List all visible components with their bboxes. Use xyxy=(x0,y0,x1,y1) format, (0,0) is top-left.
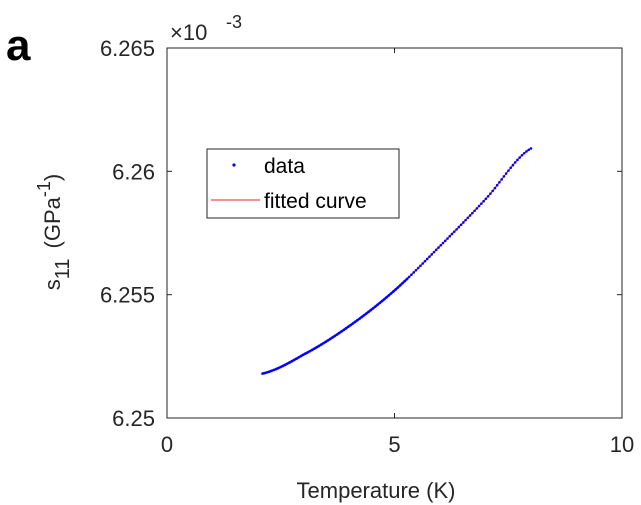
data-point xyxy=(491,189,494,193)
data-point xyxy=(473,209,476,213)
data-point xyxy=(522,151,526,155)
plot-area xyxy=(166,47,623,419)
x-tick-label: 0 xyxy=(161,432,173,457)
data-point xyxy=(489,192,492,195)
data-point xyxy=(468,214,472,217)
legend-data-marker xyxy=(232,163,236,167)
data-point xyxy=(425,257,429,261)
data-point xyxy=(484,197,488,201)
y-axis-label-sub: 11 xyxy=(52,258,74,279)
data-point xyxy=(428,255,431,258)
data-point xyxy=(419,264,422,268)
data-point xyxy=(412,271,415,274)
data-point xyxy=(446,237,449,240)
data-point xyxy=(457,225,461,229)
data-point xyxy=(475,207,479,210)
data-point xyxy=(509,166,512,170)
data-point xyxy=(421,262,425,265)
axis-ticks: 0 5 10 6.25 6.255 6.26 6.265 xyxy=(100,36,634,457)
data-point xyxy=(507,169,510,172)
data-point xyxy=(450,232,454,236)
data-point xyxy=(513,161,517,164)
data-point xyxy=(482,199,485,203)
data-point xyxy=(477,204,481,208)
data-point xyxy=(464,218,467,222)
legend-entry-fit: fitted curve xyxy=(264,190,367,213)
data-point xyxy=(416,266,420,270)
data-point xyxy=(502,175,506,178)
x-tick-label: 5 xyxy=(388,432,400,457)
data-point xyxy=(498,181,501,184)
legend-entry-data: data xyxy=(264,155,305,178)
data-point xyxy=(511,163,515,167)
data-dense-band xyxy=(262,277,409,375)
y-axis-label: s11 (GPa-1) xyxy=(34,174,74,290)
data-point xyxy=(432,250,436,254)
data-point xyxy=(459,223,463,227)
y-exponent-prefix: ×10 xyxy=(170,20,207,45)
data-point xyxy=(443,239,447,243)
data-point xyxy=(500,178,503,181)
data-point xyxy=(437,246,440,249)
data-point xyxy=(518,156,522,159)
data-point xyxy=(516,158,519,162)
y-tick-label: 6.265 xyxy=(100,36,155,61)
data-point xyxy=(441,241,445,245)
data-point xyxy=(453,230,456,233)
legend-box xyxy=(206,148,400,219)
data-point xyxy=(430,253,434,256)
data-point xyxy=(495,183,499,187)
data-point xyxy=(480,202,483,205)
data-point xyxy=(448,234,452,238)
data-point xyxy=(525,150,528,153)
data-point xyxy=(439,244,443,247)
y-axis-label-unit-sup: -1 xyxy=(34,181,54,197)
data-point xyxy=(493,186,497,190)
data-point xyxy=(486,194,490,198)
y-axis-label-base: s xyxy=(40,279,65,290)
data-point xyxy=(462,221,465,224)
y-tick-label: 6.255 xyxy=(100,283,155,308)
series-layer xyxy=(261,147,533,375)
y-axis-label-unit-close: ) xyxy=(40,174,65,181)
data-point xyxy=(529,147,533,150)
x-tick-label: 10 xyxy=(610,432,634,457)
data-point xyxy=(407,275,411,279)
y-tick-label: 6.25 xyxy=(112,406,155,431)
y-exponent-label: ×10 -3 xyxy=(170,12,242,45)
data-point xyxy=(423,259,427,263)
y-axis-label-unit-open: (GPa xyxy=(40,196,65,248)
legend: data fitted curve xyxy=(206,148,400,219)
y-tick-label: 6.26 xyxy=(112,159,155,184)
data-point xyxy=(434,248,438,252)
data-point xyxy=(471,211,474,215)
data-point xyxy=(504,172,508,175)
y-exponent-power: -3 xyxy=(226,12,242,32)
panel-label: a xyxy=(6,21,31,70)
data-point xyxy=(410,273,413,276)
data-point xyxy=(414,268,418,272)
x-axis-label: Temperature (K) xyxy=(297,478,456,503)
data-point xyxy=(466,216,470,220)
data-point xyxy=(455,228,458,231)
data-point xyxy=(527,148,531,152)
data-point xyxy=(520,153,524,157)
